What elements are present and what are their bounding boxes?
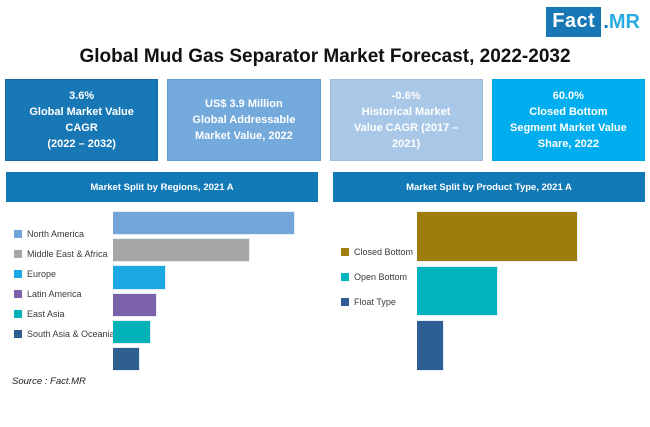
legend-item-closed-bottom: Closed Bottom: [341, 247, 417, 257]
bar-latin-america: [113, 292, 157, 317]
bar-closed-bottom: [417, 211, 578, 262]
legend-swatch-south-asia-oceania: [14, 330, 22, 338]
legend-item-open-bottom: Open Bottom: [341, 272, 417, 282]
stat-line: CAGR: [65, 122, 98, 134]
chart-title-regions: Market Split by Regions, 2021 A: [6, 172, 318, 202]
chart-bars: [113, 211, 295, 372]
legend-label-north-america: North America: [27, 229, 85, 239]
stat-line: Share, 2022: [537, 138, 599, 150]
stat-box-segment-share: 60.0% Closed Bottom Segment Market Value…: [491, 79, 645, 161]
logo-dot: .: [603, 10, 609, 33]
bar-south-asia-oceania: [113, 346, 141, 372]
stat-line: Global Addressable: [192, 114, 296, 126]
legend-swatch-north-america: [14, 230, 22, 238]
legend-label-latin-america: Latin America: [27, 289, 82, 299]
stat-box-cagr-forecast: 3.6% Global Market Value CAGR (2022 – 20…: [5, 79, 159, 161]
legend-label-float-type: Float Type: [354, 297, 396, 307]
stat-line: US$ 3.9 Million: [205, 98, 283, 110]
bar-north-america: [113, 211, 295, 236]
chart-legend: Closed Bottom Open Bottom Float Type: [333, 211, 417, 371]
stat-line: Value CAGR (2017 –: [353, 122, 459, 134]
source-note: Source : Fact.MR: [12, 376, 86, 387]
legend-item-north-america: North America: [14, 229, 113, 239]
stat-line: Historical Market: [361, 106, 451, 118]
chart-panel-product-type: Market Split by Product Type, 2021 A Clo…: [333, 172, 645, 372]
legend-swatch-float-type: [341, 298, 349, 306]
legend-item-latin-america: Latin America: [14, 289, 113, 299]
page-title: Global Mud Gas Separator Market Forecast…: [79, 46, 571, 67]
bar-float-type: [417, 320, 445, 372]
stat-line: Segment Market Value: [509, 122, 627, 134]
legend-label-middle-east-africa: Middle East & Africa: [27, 249, 108, 259]
legend-swatch-east-asia: [14, 310, 22, 318]
legend-label-east-asia: East Asia: [27, 309, 65, 319]
chart-title-product-type: Market Split by Product Type, 2021 A: [333, 172, 645, 202]
chart-panel-regions: Market Split by Regions, 2021 A North Am…: [6, 172, 318, 372]
stat-line: 60.0%: [552, 90, 584, 102]
legend-label-closed-bottom: Closed Bottom: [354, 247, 414, 257]
legend-item-middle-east-africa: Middle East & Africa: [14, 249, 113, 259]
legend-label-south-asia-oceania: South Asia & Oceania: [27, 329, 115, 339]
stat-line: (2022 – 2032): [47, 138, 116, 150]
fact-mr-logo: Fact . MR: [546, 7, 640, 37]
legend-item-south-asia-oceania: South Asia & Oceania: [14, 329, 115, 339]
stat-line: -0.6%: [391, 90, 421, 102]
bar-middle-east-africa: [113, 238, 250, 263]
legend-swatch-latin-america: [14, 290, 22, 298]
legend-swatch-europe: [14, 270, 22, 278]
stat-line: Closed Bottom: [529, 106, 608, 118]
bar-open-bottom: [417, 265, 498, 317]
legend-item-east-asia: East Asia: [14, 309, 113, 319]
chart-bars: [417, 211, 578, 372]
stat-box-historical-cagr: -0.6% Historical Market Value CAGR (2017…: [329, 79, 483, 161]
chart-body: North America Middle East & Africa Europe L…: [6, 202, 318, 372]
legend-swatch-open-bottom: [341, 273, 349, 281]
legend-swatch-middle-east-africa: [14, 250, 22, 258]
logo-fact-text: Fact: [546, 7, 602, 37]
logo-mr-text: MR: [608, 10, 640, 33]
bar-east-asia: [113, 319, 152, 344]
chart-body: Closed Bottom Open Bottom Float Type: [333, 202, 645, 372]
stat-line: 3.6%: [69, 90, 95, 102]
legend-swatch-closed-bottom: [341, 248, 349, 256]
charts-row: Market Split by Regions, 2021 A North Am…: [6, 172, 645, 372]
legend-item-europe: Europe: [14, 269, 113, 279]
legend-label-europe: Europe: [27, 269, 57, 279]
stat-line: Global Market Value: [29, 106, 134, 118]
stat-line: 2021): [392, 138, 421, 150]
chart-legend: North America Middle East & Africa Europe L…: [6, 211, 115, 371]
stat-line: Market Value, 2022: [194, 130, 293, 142]
legend-label-open-bottom: Open Bottom: [354, 272, 408, 282]
bar-europe: [113, 265, 166, 290]
legend-item-float-type: Float Type: [341, 297, 417, 307]
stat-box-market-value: US$ 3.9 Million Global Addressable Marke…: [167, 79, 321, 161]
stat-box-row: 3.6% Global Market Value CAGR (2022 – 20…: [5, 79, 645, 161]
